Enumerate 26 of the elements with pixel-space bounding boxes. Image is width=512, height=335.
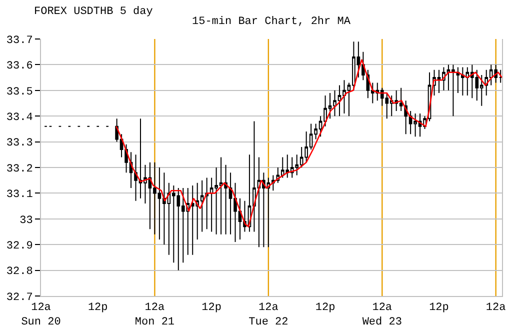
x-tick-label: 12a Sun 20 (21, 302, 61, 328)
x-tick-label: 12p (315, 302, 336, 314)
candlestick (224, 164, 228, 235)
y-tick-label: 33.3 (6, 138, 33, 150)
y-tick-label: 33.1 (6, 189, 34, 202)
x-tick-label: 12a (486, 302, 506, 314)
chart-subtitle: 15-min Bar Chart, 2hr MA (192, 16, 351, 28)
y-tick-label: 33 (20, 214, 33, 227)
candlestick (498, 69, 502, 84)
x-tick-label: 12a Wed 23 (362, 302, 402, 328)
y-tick-label: 33.2 (6, 163, 33, 176)
y-tick-label: 32.8 (6, 266, 33, 278)
x-tick-label: 12p (88, 302, 108, 314)
y-tick-label: 33.7 (6, 34, 33, 47)
x-tick-label: 12p (429, 302, 449, 314)
chart-title: FOREX USDTHB 5 day (34, 6, 154, 18)
x-tick-label: 12a Mon 21 (134, 302, 175, 328)
candlestick (205, 177, 208, 230)
y-tick-label: 33.4 (6, 112, 34, 124)
x-tick-label: 12p (202, 302, 222, 314)
candlestick (362, 51, 365, 81)
y-tick-label: 33.5 (6, 86, 33, 98)
y-tick-label: 33.6 (6, 60, 33, 73)
y-tick-label: 32.7 (6, 292, 33, 304)
x-tick-label: 12a Tue 22 (248, 302, 288, 328)
y-tick-label: 32.9 (6, 240, 33, 252)
